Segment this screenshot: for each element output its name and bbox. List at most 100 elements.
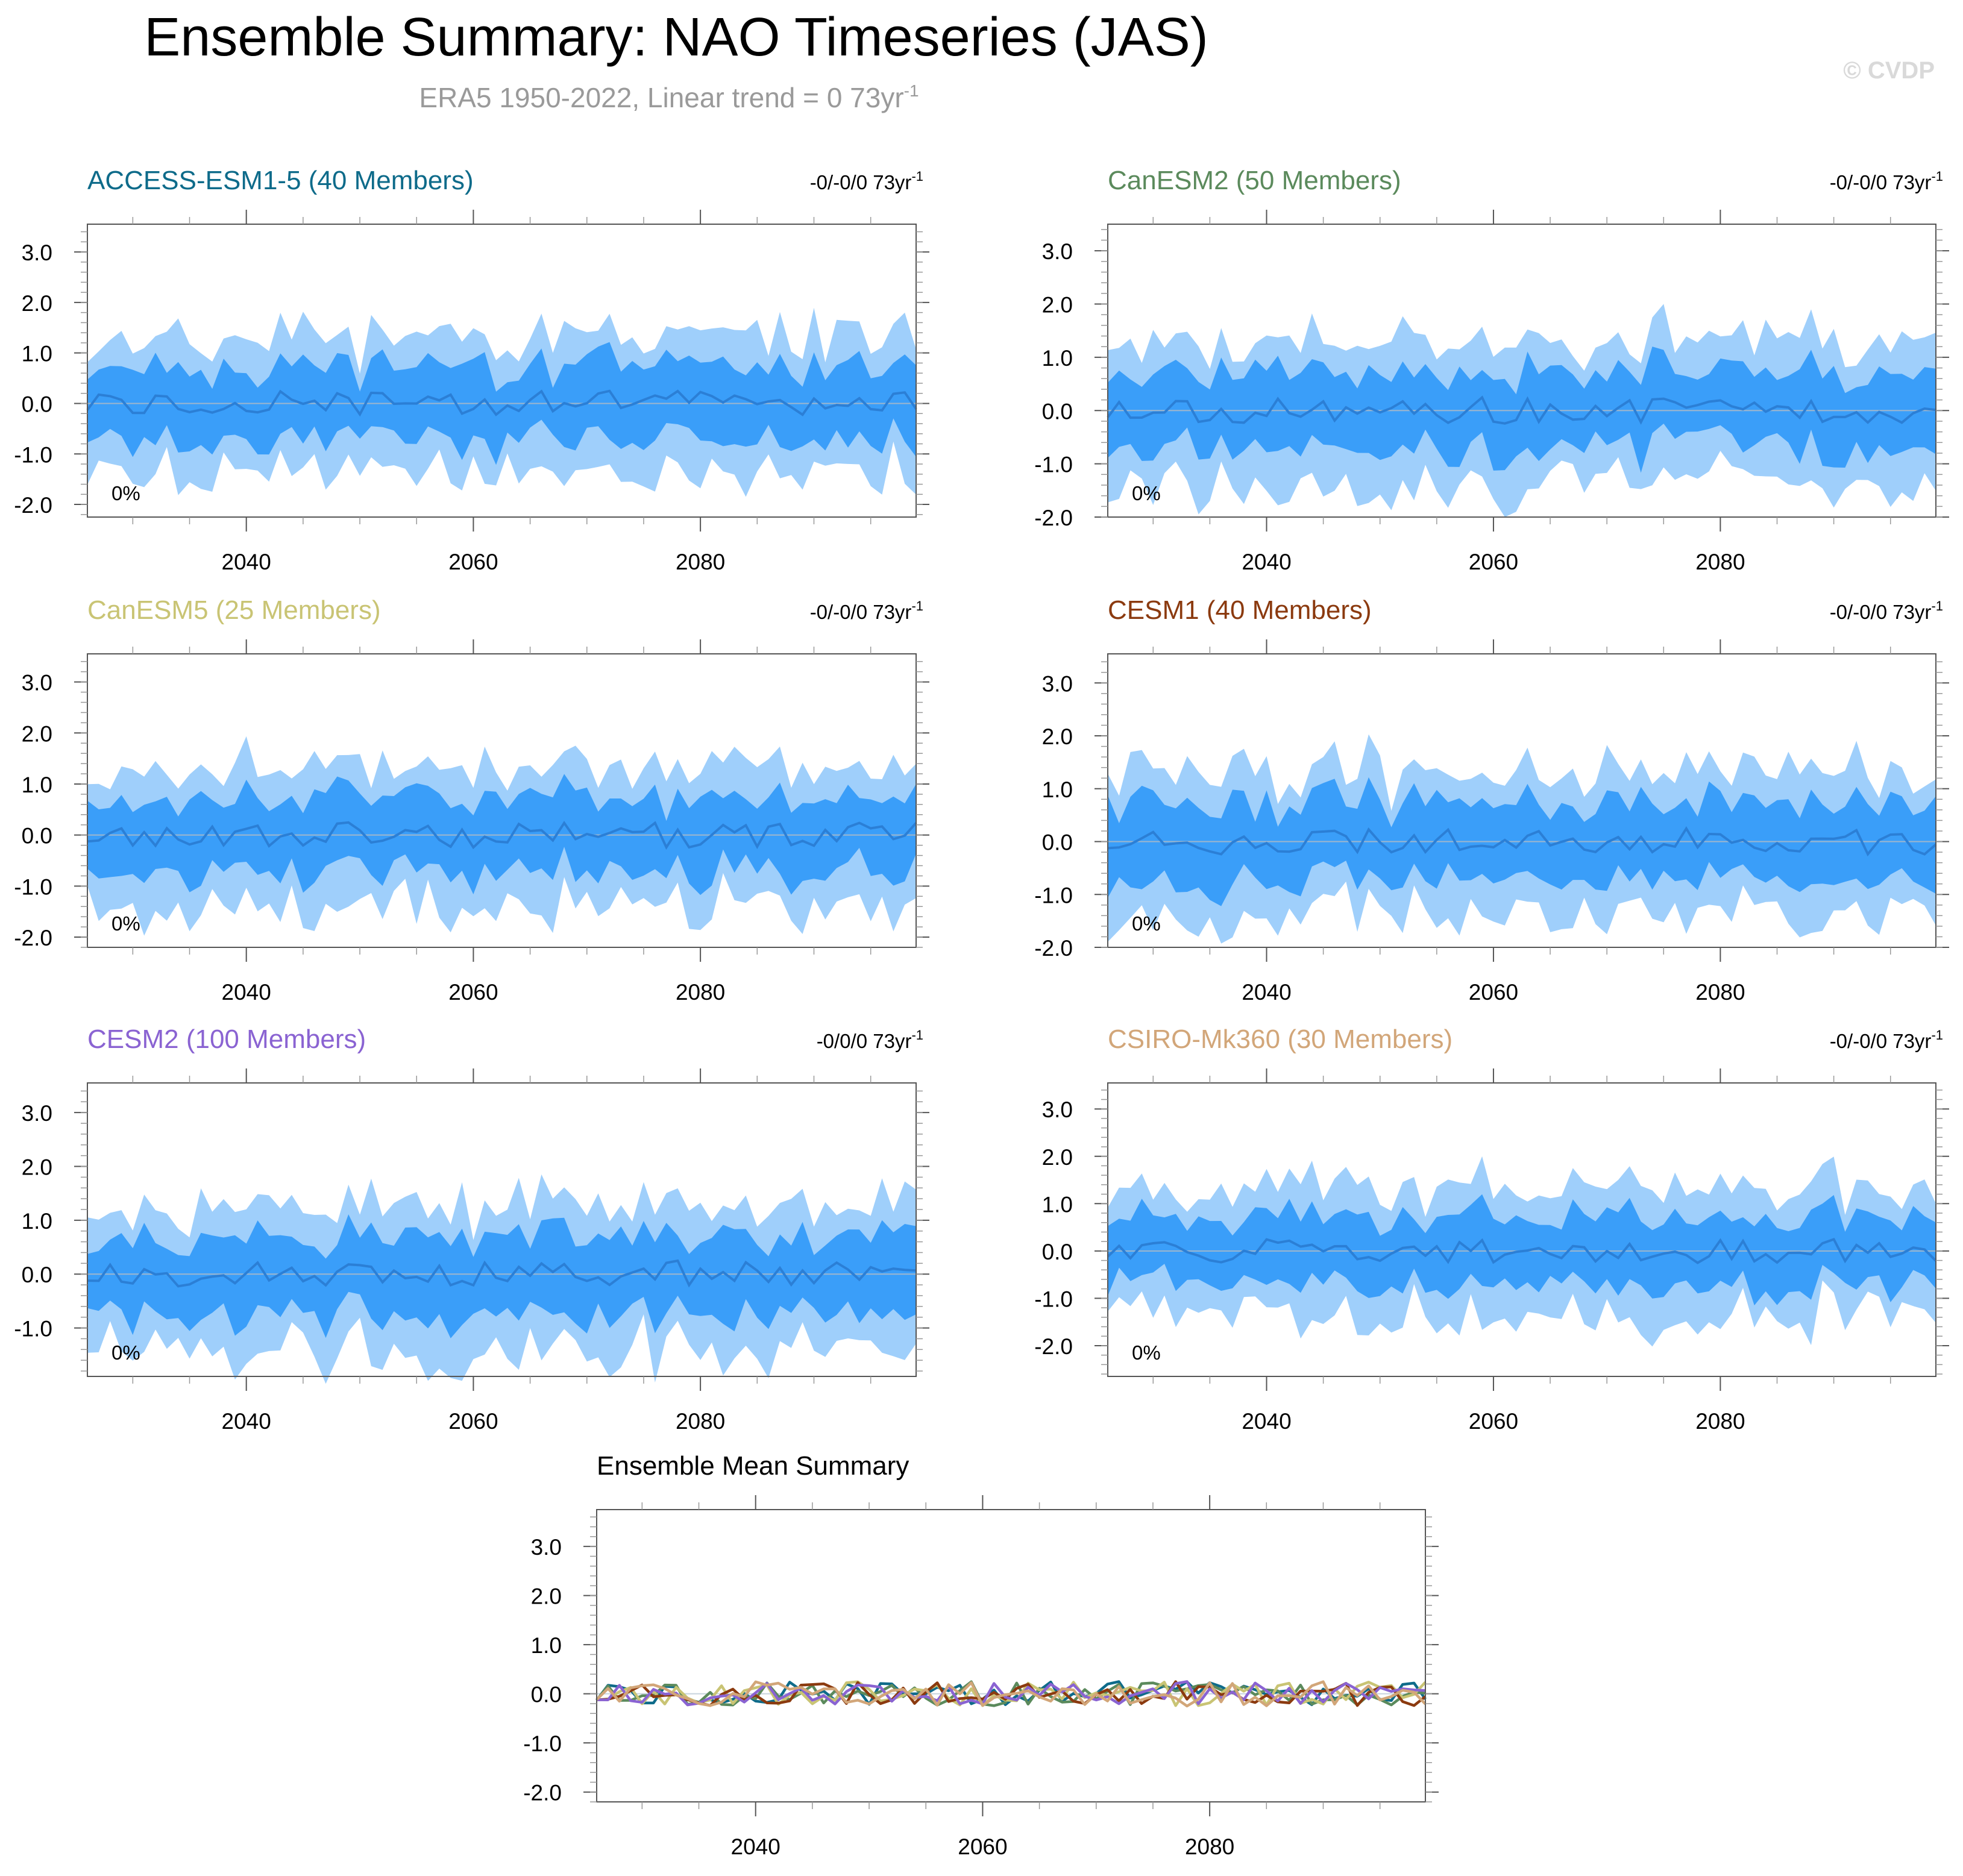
x-tick-label: 2080 xyxy=(1695,1409,1745,1434)
panel-csiro: CSIRO-Mk360 (30 Members) -0/-0/0 73yr-1 0%… xyxy=(1034,1024,1949,1434)
trend-label-main: -0/-0/0 73yr xyxy=(1830,171,1932,193)
plot-frame xyxy=(87,224,917,518)
y-tick-label: 1.0 xyxy=(22,1209,52,1234)
x-tick-label: 2060 xyxy=(1469,980,1518,1005)
trend-label-sup: -1 xyxy=(1931,169,1943,184)
percent-label: 0% xyxy=(111,912,140,935)
x-tick-label: 2040 xyxy=(1242,550,1291,574)
y-tick-label: -1.0 xyxy=(523,1731,562,1756)
trend-label-sup: -1 xyxy=(911,598,923,613)
panel-title: CSIRO-Mk360 (30 Members) xyxy=(1108,1024,1453,1054)
y-tick-label: -2.0 xyxy=(14,926,52,950)
y-tick-label: -2.0 xyxy=(14,493,52,518)
y-tick-label: -1.0 xyxy=(14,1317,52,1341)
inner-range-band xyxy=(1108,1194,1936,1306)
percent-label: 0% xyxy=(1132,1341,1161,1364)
panel-title: CanESM2 (50 Members) xyxy=(1108,166,1401,195)
trend-label-sup: -1 xyxy=(911,169,923,184)
y-tick-label: -1.0 xyxy=(14,874,52,899)
y-tick-label: -1.0 xyxy=(14,442,52,467)
x-tick-label: 2080 xyxy=(1695,550,1745,574)
inner-range-band xyxy=(87,1214,916,1338)
trend-label-main: -0/-0/0 73yr xyxy=(1830,601,1932,623)
y-tick-label: 0.0 xyxy=(22,392,52,416)
percent-label: 0% xyxy=(111,482,140,504)
copyright-label: © CVDP xyxy=(1843,57,1935,84)
plot-frame xyxy=(1107,224,1936,518)
trend-label-sup: -1 xyxy=(1931,1027,1943,1043)
plot-frame xyxy=(87,1082,917,1377)
trend-label: -0/-0/0 73yr-1 xyxy=(1830,169,1943,193)
y-tick-label: -2.0 xyxy=(1034,506,1073,530)
y-tick-label: 2.0 xyxy=(22,721,52,746)
percent-label: 0% xyxy=(1132,482,1161,504)
x-tick-label: 2080 xyxy=(1185,1834,1234,1859)
series-line-canesm5 xyxy=(596,1680,1427,1707)
percent-label: 0% xyxy=(111,1341,140,1364)
plot-frame xyxy=(1107,653,1936,948)
figure-subtitle-sup: -1 xyxy=(904,81,919,100)
panel-summary: Ensemble Mean Summary 3.0 2.0 1.0 0.0 -1.0 -2.… xyxy=(523,1451,1439,1859)
trend-label-main: -0/-0/0 73yr xyxy=(1830,1030,1932,1052)
x-tick-label: 2080 xyxy=(1695,980,1745,1005)
panel-cesm2: CESM2 (100 Members) -0/0/0 73yr-1 0% 3.0 2.0… xyxy=(14,1024,929,1434)
trend-label-main: -0/0/0 73yr xyxy=(817,1030,912,1052)
trend-label: -0/-0/0 73yr-1 xyxy=(1830,1027,1943,1052)
trend-label-main: -0/-0/0 73yr xyxy=(810,171,912,193)
y-tick-label: -2.0 xyxy=(1034,936,1073,961)
ensemble-mean-line xyxy=(87,821,917,850)
y-tick-label: 1.0 xyxy=(531,1633,562,1658)
x-tick-label: 2060 xyxy=(958,1834,1007,1859)
plot-frame xyxy=(87,653,917,948)
ensemble-mean-line xyxy=(1107,395,1936,425)
series-line-cesm2 xyxy=(596,1680,1426,1707)
y-tick-label: -1.0 xyxy=(1034,453,1073,477)
ensemble-mean-line xyxy=(87,1259,917,1288)
series-line-csiro-mk360 xyxy=(595,1680,1427,1708)
ensemble-mean-line xyxy=(86,389,917,417)
trend-label: -0/-0/0 73yr-1 xyxy=(810,169,923,193)
y-tick-label: 1.0 xyxy=(1042,777,1073,802)
y-tick-label: -2.0 xyxy=(523,1781,562,1805)
y-tick-label: 3.0 xyxy=(1042,1097,1073,1122)
trend-label-sup: -1 xyxy=(911,1027,923,1043)
y-tick-label: 0.0 xyxy=(531,1683,562,1707)
y-tick-label: 2.0 xyxy=(1042,293,1073,318)
panel-title: ACCESS-ESM1-5 (40 Members) xyxy=(87,166,474,195)
y-tick-label: 3.0 xyxy=(22,1101,52,1126)
y-tick-label: 3.0 xyxy=(531,1535,562,1560)
panel-canesm5: CanESM5 (25 Members) -0/-0/0 73yr-1 0% 3.0 2… xyxy=(14,595,929,1005)
y-tick-label: 0.0 xyxy=(1042,830,1073,855)
trend-label-main: -0/-0/0 73yr xyxy=(810,601,912,623)
plot-frame xyxy=(1107,1082,1936,1377)
y-tick-label: 1.0 xyxy=(22,773,52,797)
trend-label-sup: -1 xyxy=(1931,598,1943,613)
panel-title: CESM1 (40 Members) xyxy=(1108,595,1372,625)
y-tick-label: 2.0 xyxy=(22,1155,52,1180)
x-tick-label: 2040 xyxy=(1242,980,1291,1005)
y-tick-label: 1.0 xyxy=(22,342,52,366)
y-tick-label: 1.0 xyxy=(1042,346,1073,371)
x-tick-label: 2040 xyxy=(222,980,271,1005)
panels-container: ACCESS-ESM1-5 (40 Members) -0/-0/0 73yr-1… xyxy=(14,166,1949,1859)
panel-title: CESM2 (100 Members) xyxy=(87,1024,366,1054)
y-tick-label: 1.0 xyxy=(1042,1192,1073,1217)
ensemble-mean-line xyxy=(1107,826,1937,857)
x-tick-label: 2040 xyxy=(731,1834,780,1859)
figure-title: Ensemble Summary: NAO Timeseries (JAS) xyxy=(144,7,1208,67)
trend-label: -0/-0/0 73yr-1 xyxy=(810,598,923,623)
figure-subtitle-main: ERA5 1950-2022, Linear trend = 0 73yr xyxy=(419,82,903,113)
panel-access: ACCESS-ESM1-5 (40 Members) -0/-0/0 73yr-1… xyxy=(14,166,929,574)
x-tick-label: 2060 xyxy=(448,1409,498,1434)
y-tick-label: -1.0 xyxy=(1034,1287,1073,1311)
panel-cesm1: CESM1 (40 Members) -0/-0/0 73yr-1 0% 3.0 2.0… xyxy=(1034,595,1949,1005)
trend-label: -0/-0/0 73yr-1 xyxy=(1830,598,1943,623)
y-tick-label: 0.0 xyxy=(22,824,52,849)
panel-title: CanESM5 (25 Members) xyxy=(87,595,381,625)
x-tick-label: 2060 xyxy=(1469,1409,1518,1434)
y-tick-label: 0.0 xyxy=(1042,1240,1073,1264)
percent-label: 0% xyxy=(1132,912,1161,935)
ensemble-mean-line xyxy=(1107,1238,1937,1264)
x-tick-label: 2080 xyxy=(676,980,725,1005)
